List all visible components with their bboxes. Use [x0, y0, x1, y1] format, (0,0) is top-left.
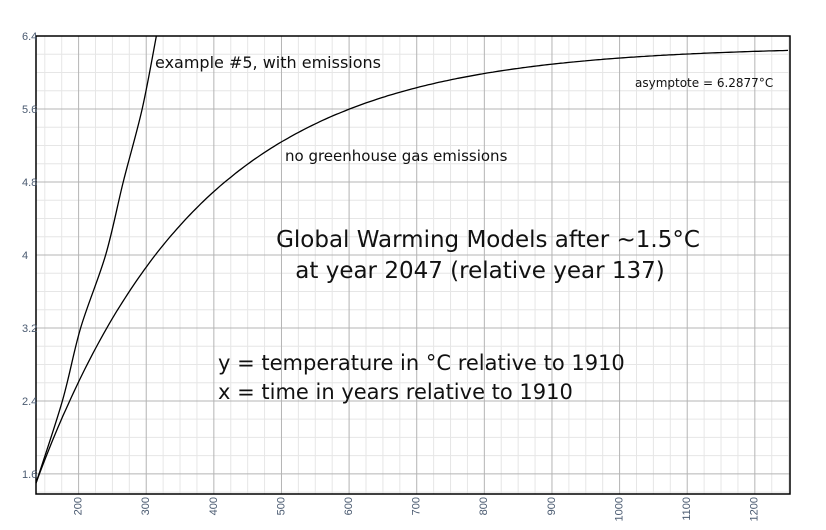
plot-frame	[35, 35, 791, 495]
x-tick-label: 200	[73, 497, 85, 515]
x-tick-label: 900	[546, 497, 558, 515]
x-tick-label: 500	[275, 497, 287, 515]
y-tick-label: 1.6	[22, 469, 37, 481]
x-tick-label: 700	[411, 497, 423, 515]
y-tick-label: 5.6	[22, 104, 37, 116]
x-tick-label: 1000	[613, 497, 625, 521]
asymptote-label: asymptote = 6.2877°C	[635, 76, 773, 90]
label-no-emissions: no greenhouse gas emissions	[285, 147, 508, 165]
curve-no-emissions	[35, 49, 789, 484]
annotation-y-description: y = temperature in °C relative to 1910	[218, 351, 625, 375]
y-tick-label: 6.4	[22, 31, 37, 43]
grid	[36, 35, 790, 494]
x-tick-label: 400	[208, 497, 220, 515]
tick-labels: 200 300 400 500 600 700 800 900 1000 1100 1200 1.6 2…	[22, 31, 761, 521]
x-tick-label: 600	[343, 497, 355, 515]
annotation-x-description: x = time in years relative to 1910	[218, 380, 573, 404]
label-example-5: example #5, with emissions	[155, 53, 381, 72]
x-tick-label: 1100	[681, 497, 693, 521]
x-tick-label: 800	[478, 497, 490, 515]
annotation-title-line1: Global Warming Models after ~1.5°C	[276, 227, 700, 253]
x-tick-label: 1200	[749, 497, 761, 521]
annotation-title-line2: at year 2047 (relative year 137)	[295, 258, 664, 284]
y-tick-label: 4	[22, 250, 28, 262]
curve-example-5	[35, 35, 158, 484]
x-tick-label: 300	[140, 497, 152, 515]
y-tick-label: 2.4	[22, 396, 37, 408]
curves	[35, 35, 789, 484]
y-tick-label: 3.2	[22, 323, 37, 335]
y-tick-label: 4.8	[22, 177, 37, 189]
